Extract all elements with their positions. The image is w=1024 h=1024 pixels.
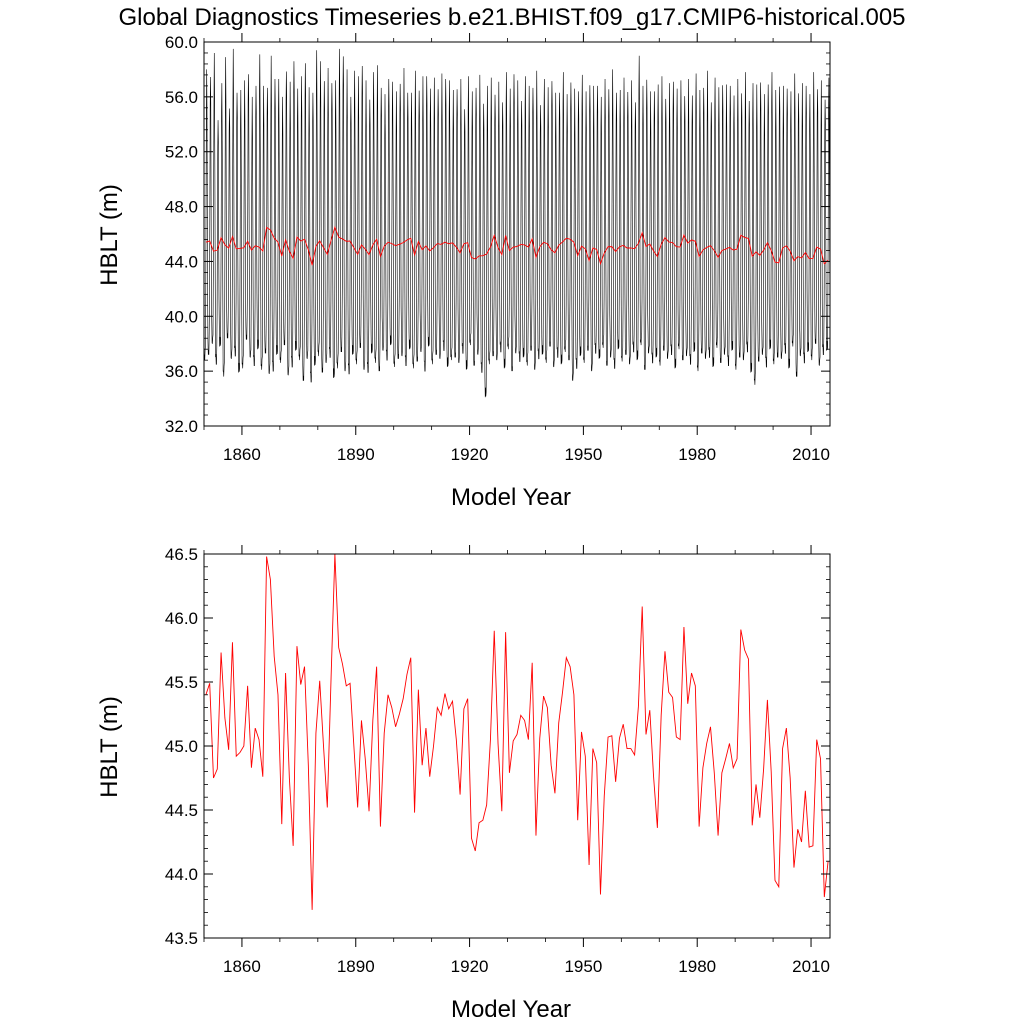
monthly-series-line [203,48,831,398]
plot-frame [203,553,831,939]
annual-series-line [205,225,829,266]
y-tick-label: 45.0 [165,737,198,756]
annual-series-bottom [205,553,829,910]
x-tick-label: 1920 [451,445,489,464]
bottom-xlabel: Model Year [451,996,571,1023]
bottom-ylabel: HBLT (m) [96,696,123,798]
y-tick-label: 36.0 [165,362,198,381]
y-tick-label: 46.5 [165,545,198,564]
top-panel: 32.0 36.0 40.0 44.0 48.0 52.0 56.0 60.0 1860 1890… [96,33,831,511]
x-tick-label: 1920 [451,957,489,976]
y-tick-label: 43.5 [165,929,198,948]
x-tick-label: 1860 [223,445,261,464]
top-axes: 32.0 36.0 40.0 44.0 48.0 52.0 56.0 60.0 1860 1890… [165,33,831,464]
y-tick-label: 52.0 [165,143,198,162]
y-tick-label: 45.5 [165,673,198,692]
chart-title: Global Diagnostics Timeseries b.e21.BHIS… [118,4,905,31]
monthly-series [203,48,831,398]
x-tick-label: 2010 [792,445,830,464]
x-tick-label: 1890 [337,445,375,464]
x-tick-label: 1860 [223,957,261,976]
plot-frame [203,41,831,427]
annual-series-top [205,225,829,266]
bottom-axes: 43.5 44.0 44.5 45.0 45.5 46.0 46.5 1860 1890 1920… [165,545,831,976]
y-tick-label: 44.0 [165,865,198,884]
y-tick-label: 46.0 [165,609,198,628]
y-tick-label: 44.5 [165,801,198,820]
top-xlabel: Model Year [451,484,571,511]
x-tick-label: 2010 [792,957,830,976]
annual-series-line [205,553,829,910]
x-tick-label: 1950 [564,445,602,464]
y-tick-label: 40.0 [165,307,198,326]
y-tick-label: 48.0 [165,198,198,217]
y-tick-label: 60.0 [165,33,198,52]
y-tick-label: 56.0 [165,88,198,107]
x-tick-label: 1980 [678,957,716,976]
x-tick-label: 1890 [337,957,375,976]
bottom-panel: 43.5 44.0 44.5 45.0 45.5 46.0 46.5 1860 1890 1920… [96,545,831,1023]
x-tick-label: 1950 [564,957,602,976]
y-tick-label: 44.0 [165,252,198,271]
y-tick-label: 32.0 [165,417,198,436]
top-ylabel: HBLT (m) [96,184,123,286]
x-tick-label: 1980 [678,445,716,464]
